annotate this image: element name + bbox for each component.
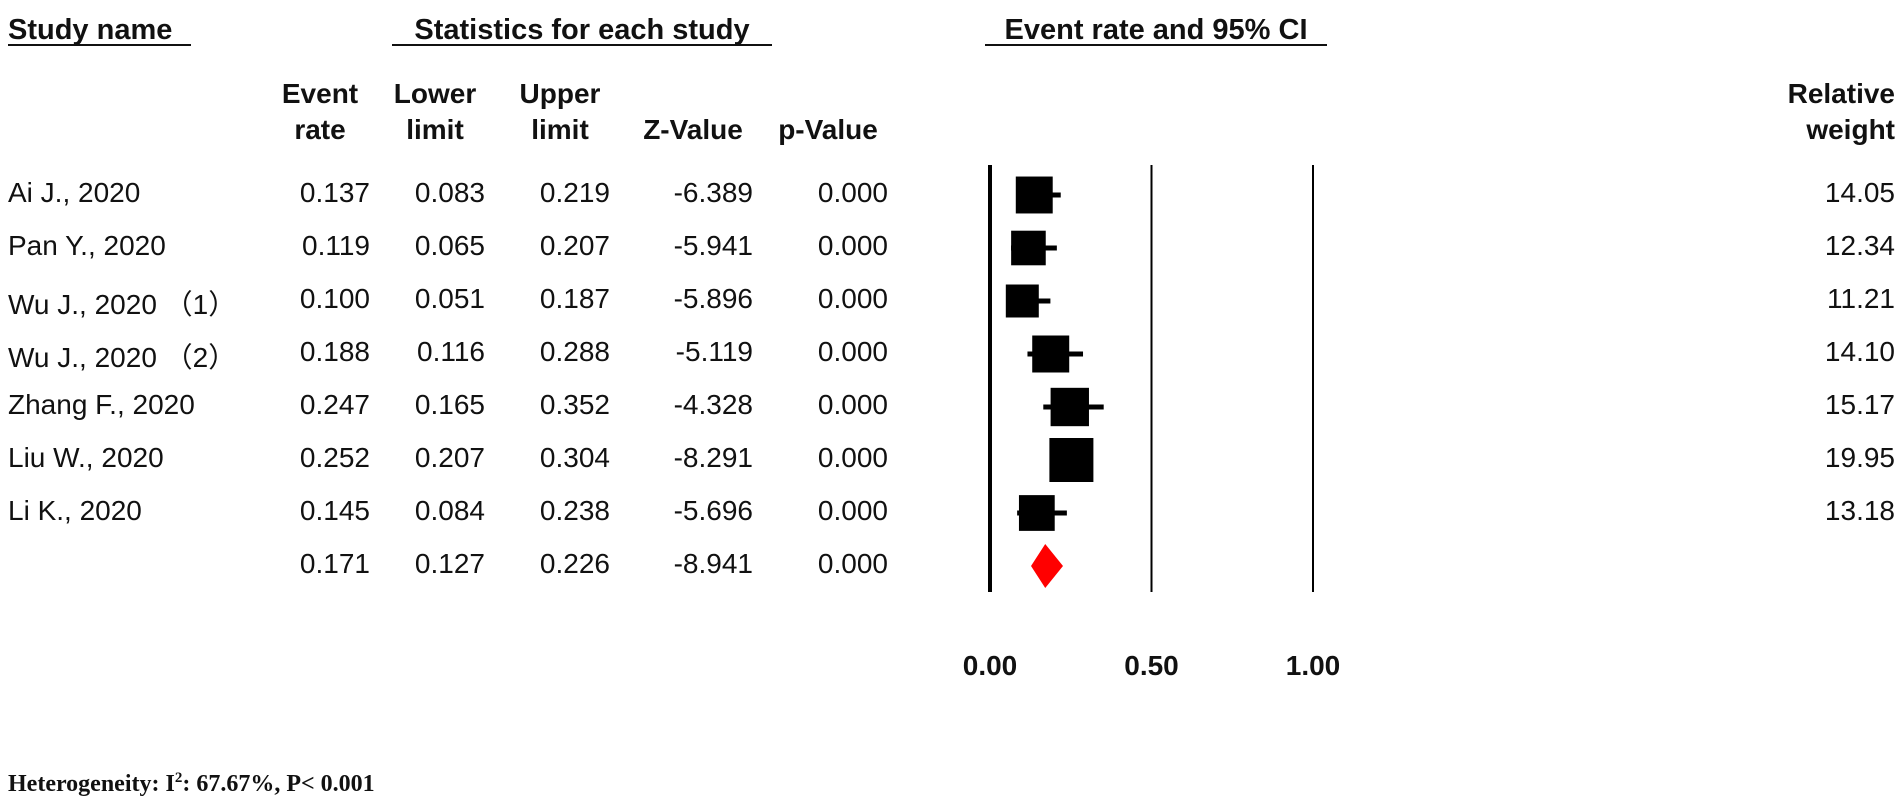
cell-p: 0.000 bbox=[817, 336, 888, 367]
cell-weight: 13.18 bbox=[1824, 495, 1895, 526]
col-z-value: Z-Value bbox=[643, 114, 743, 145]
study-name-cell: Wu J., 2020 （1） bbox=[8, 289, 237, 320]
x-tick-2: 1.00 bbox=[1285, 650, 1341, 681]
study-marker bbox=[1005, 284, 1039, 318]
cell-upper: 0.352 bbox=[539, 389, 610, 420]
heterogeneity-footnote: Heterogeneity: I2: 67.67%, P< 0.001 bbox=[8, 770, 375, 797]
summary-z: -8.941 bbox=[673, 548, 753, 579]
study-marker bbox=[1018, 495, 1055, 531]
cell-lower: 0.083 bbox=[414, 177, 485, 208]
cell-z: -5.896 bbox=[673, 283, 753, 314]
pooled-diamond bbox=[1031, 544, 1063, 588]
cell-lower: 0.116 bbox=[417, 336, 485, 367]
study-name-cell: Wu J., 2020 （2） bbox=[8, 342, 237, 373]
cell-weight: 14.10 bbox=[1824, 336, 1895, 367]
plot-header: Event rate and 95% CI bbox=[1004, 14, 1308, 46]
col-relative-weight: Relative weight bbox=[1787, 78, 1895, 145]
cell-z: -8.291 bbox=[673, 442, 753, 473]
col-lower-limit: Lower limit bbox=[393, 78, 477, 145]
cell-lower: 0.165 bbox=[414, 389, 485, 420]
study-name-cell: Liu W., 2020 bbox=[8, 442, 164, 473]
cell-p: 0.000 bbox=[817, 389, 888, 420]
cell-weight: 15.17 bbox=[1824, 389, 1895, 420]
cell-z: -6.389 bbox=[673, 177, 753, 208]
cell-p: 0.000 bbox=[817, 283, 888, 314]
study-marker bbox=[1011, 230, 1046, 266]
cell-p: 0.000 bbox=[817, 230, 888, 261]
cell-weight: 14.05 bbox=[1824, 177, 1895, 208]
cell-lower: 0.084 bbox=[414, 495, 485, 526]
cell-event-rate: 0.137 bbox=[299, 177, 370, 208]
cell-event-rate: 0.188 bbox=[299, 336, 370, 367]
cell-z: -5.941 bbox=[673, 230, 753, 261]
study-name-cell: Pan Y., 2020 bbox=[8, 230, 166, 261]
study-name-rule bbox=[8, 44, 191, 46]
col-p-value: p-Value bbox=[778, 114, 878, 145]
cell-z: -5.119 bbox=[675, 336, 753, 367]
cell-event-rate: 0.252 bbox=[299, 442, 370, 473]
cell-upper: 0.238 bbox=[539, 495, 610, 526]
study-name-header: Study name bbox=[8, 14, 173, 46]
cell-z: -4.328 bbox=[673, 389, 753, 420]
summary-upper: 0.226 bbox=[539, 548, 610, 579]
study-name-cell: Ai J., 2020 bbox=[8, 177, 141, 208]
cell-z: -5.696 bbox=[673, 495, 753, 526]
summary-event-rate: 0.171 bbox=[299, 548, 370, 579]
cell-weight: 12.34 bbox=[1824, 230, 1895, 261]
x-tick-1: 0.50 bbox=[1124, 650, 1179, 681]
cell-p: 0.000 bbox=[817, 495, 888, 526]
cell-upper: 0.207 bbox=[539, 230, 610, 261]
cell-upper: 0.187 bbox=[539, 283, 610, 314]
x-tick-0: 0.00 bbox=[962, 650, 1018, 681]
study-name-cell: Li K., 2020 bbox=[8, 495, 142, 526]
cell-weight: 11.21 bbox=[1827, 283, 1895, 314]
study-marker bbox=[1032, 335, 1070, 373]
study-marker bbox=[1050, 387, 1089, 427]
cell-p: 0.000 bbox=[817, 177, 888, 208]
study-marker bbox=[1015, 176, 1053, 214]
study-name-cell: Zhang F., 2020 bbox=[8, 389, 195, 420]
col-upper-limit: Upper limit bbox=[519, 78, 601, 145]
stats-header: Statistics for each study bbox=[414, 14, 750, 46]
cell-event-rate: 0.247 bbox=[299, 389, 370, 420]
stats-rule bbox=[392, 44, 772, 46]
col-event-rate: Event rate bbox=[281, 78, 359, 145]
summary-lower: 0.127 bbox=[414, 548, 485, 579]
cell-upper: 0.288 bbox=[539, 336, 610, 367]
cell-lower: 0.207 bbox=[414, 442, 485, 473]
cell-weight: 19.95 bbox=[1824, 442, 1895, 473]
cell-event-rate: 0.119 bbox=[302, 230, 370, 261]
cell-event-rate: 0.145 bbox=[299, 495, 370, 526]
cell-upper: 0.304 bbox=[539, 442, 610, 473]
cell-lower: 0.065 bbox=[414, 230, 485, 261]
cell-lower: 0.051 bbox=[414, 283, 485, 314]
cell-upper: 0.219 bbox=[539, 177, 610, 208]
study-marker bbox=[1049, 438, 1094, 482]
summary-p: 0.000 bbox=[817, 548, 888, 579]
cell-event-rate: 0.100 bbox=[299, 283, 370, 314]
cell-p: 0.000 bbox=[817, 442, 888, 473]
plot-rule bbox=[985, 44, 1327, 46]
